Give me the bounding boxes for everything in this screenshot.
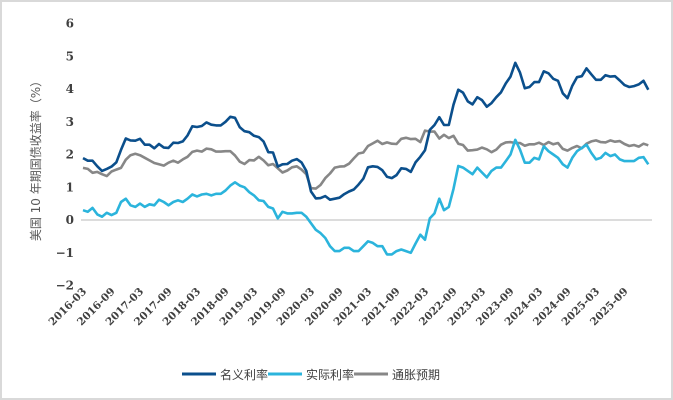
y-tick-label: 1 <box>66 180 74 194</box>
x-axis: 2016-032016-092017-032017-092018-032018-… <box>47 286 631 329</box>
y-tick-label: 6 <box>66 17 74 31</box>
y-tick-label: 4 <box>66 82 74 96</box>
series-line-0 <box>82 61 650 201</box>
legend-label: 名义利率 <box>220 367 268 382</box>
series-lines <box>82 61 650 256</box>
y-axis: −2 −1 0 1 2 3 4 5 6 <box>56 17 74 293</box>
legend: 名义利率 实际利率 通胀预期 <box>182 367 440 382</box>
y-axis-title: 美国 10 年期国债收益率（%） <box>28 75 43 241</box>
y-tick-label: 3 <box>66 115 74 129</box>
series-line-2 <box>82 129 649 190</box>
legend-label: 实际利率 <box>306 367 354 382</box>
y-tick-label: 0 <box>66 213 74 227</box>
y-tick-label: 2 <box>66 148 74 162</box>
series-line-1 <box>82 138 650 256</box>
legend-label: 通胀预期 <box>392 368 440 382</box>
y-tick-label: −1 <box>56 246 74 260</box>
y-tick-label: −2 <box>56 279 74 293</box>
y-tick-label: 5 <box>66 49 74 63</box>
